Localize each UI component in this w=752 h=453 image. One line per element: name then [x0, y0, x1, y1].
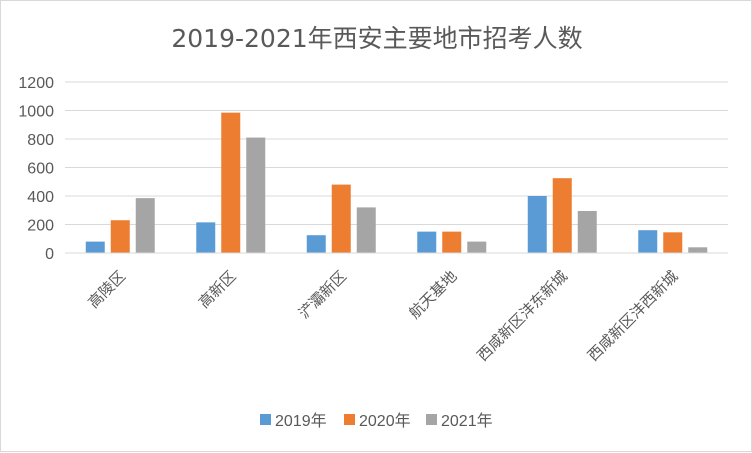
bar-2020年-航天基地	[442, 231, 462, 253]
y-tick-label: 1000	[18, 104, 54, 121]
y-tick-label: 400	[27, 189, 54, 206]
x-category-label: 西咸新区沣东新城	[473, 267, 571, 365]
bar-2019年-浐灞新区	[306, 235, 326, 253]
bar-2021年-高新区	[246, 137, 266, 253]
bar-2019年-西咸新区沣东新城	[527, 196, 547, 253]
y-tick-label: 1200	[18, 75, 54, 92]
y-tick-label: 200	[27, 218, 54, 235]
x-category-label: 西咸新区沣西新城	[584, 267, 682, 365]
bar-2020年-西咸新区沣西新城	[663, 232, 683, 253]
bar-2020年-高新区	[221, 112, 241, 253]
legend-label: 2021年	[441, 412, 493, 430]
bars	[85, 112, 708, 253]
y-tick-label: 0	[45, 246, 54, 263]
x-category-label: 高陵区	[85, 267, 130, 312]
bar-2020年-西咸新区沣东新城	[552, 178, 572, 253]
bar-2021年-西咸新区沣西新城	[688, 247, 708, 253]
x-category-label: 浐灞新区	[295, 267, 350, 322]
x-axis-categories: 高陵区 高新区 浐灞新区 航天基地 西咸新区沣东新城 西咸新区沣西新城	[85, 267, 682, 365]
bar-2020年-浐灞新区	[331, 184, 351, 253]
bar-2021年-西咸新区沣东新城	[577, 210, 597, 253]
y-axis-ticks: 0 200 400 600 800 1000 1200	[18, 75, 54, 263]
bar-2021年-航天基地	[467, 241, 487, 253]
legend-swatch	[260, 414, 271, 425]
x-category-label: 高新区	[195, 267, 240, 312]
legend-item[interactable]: 2020年	[344, 412, 411, 430]
legend-swatch	[344, 414, 355, 425]
legend-item[interactable]: 2021年	[426, 412, 493, 430]
gridlines	[65, 81, 728, 225]
legend-label: 2020年	[359, 412, 411, 430]
bar-2021年-高陵区	[135, 198, 155, 253]
legend-swatch	[426, 414, 437, 425]
y-tick-label: 600	[27, 161, 54, 178]
bar-2019年-航天基地	[417, 231, 437, 253]
bar-2019年-高新区	[196, 222, 216, 253]
legend-label: 2019年	[275, 412, 327, 430]
bar-2019年-西咸新区沣西新城	[638, 230, 658, 253]
legend[interactable]: 2019年 2020年 2021年	[260, 412, 493, 430]
bar-2020年-高陵区	[110, 220, 130, 253]
x-category-label: 航天基地	[405, 267, 460, 322]
legend-item[interactable]: 2019年	[260, 412, 327, 430]
chart-title: 2019-2021年西安主要地市招考人数	[171, 24, 582, 53]
y-tick-label: 800	[27, 132, 54, 149]
bar-2021年-浐灞新区	[356, 207, 376, 253]
bar-2019年-高陵区	[85, 241, 105, 253]
